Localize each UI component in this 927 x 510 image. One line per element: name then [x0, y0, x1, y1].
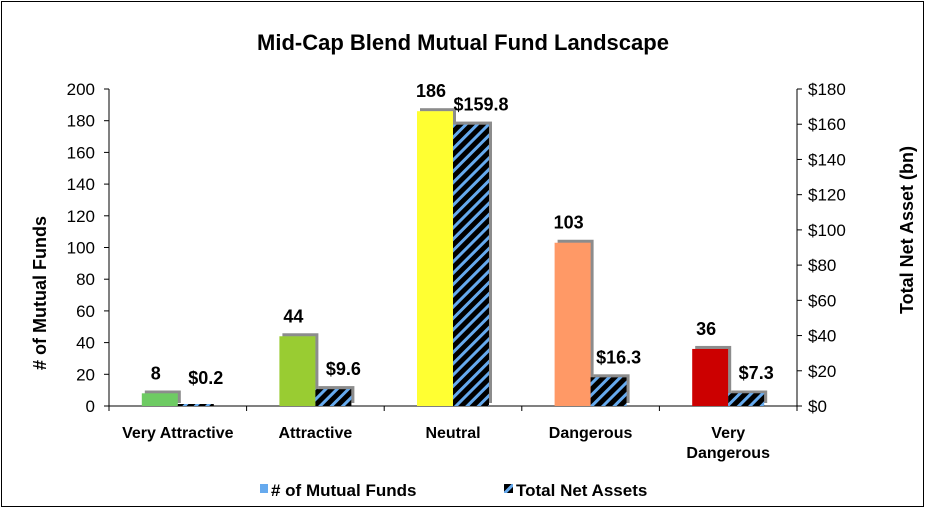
category-label: Very — [711, 425, 745, 442]
right-tick-label: $160 — [808, 115, 846, 134]
category-label: Very Attractive — [122, 425, 234, 442]
left-tick-label: 160 — [67, 143, 95, 162]
left-tick-label: 20 — [76, 365, 95, 384]
bar-total-net-assets — [590, 377, 627, 406]
right-tick-label: $140 — [808, 150, 846, 169]
data-label-mutual-funds: 103 — [554, 213, 584, 233]
category-label: Dangerous — [549, 425, 633, 442]
legend: # of Mutual Funds Total Net Assets — [260, 481, 647, 500]
bar-total-net-assets — [728, 393, 765, 406]
right-tick-label: $0 — [808, 397, 827, 416]
left-axis-title: # of Mutual Funds — [30, 216, 50, 370]
bar-mutual-funds — [141, 393, 178, 406]
right-tick-label: $60 — [808, 291, 836, 310]
data-label-total-net-assets: $0.2 — [188, 368, 223, 388]
bar-mutual-funds — [554, 242, 591, 406]
category-label: Attractive — [278, 425, 352, 442]
right-tick-label: $80 — [808, 256, 836, 275]
right-tick-label: $20 — [808, 362, 836, 381]
data-label-total-net-assets: $16.3 — [596, 347, 641, 367]
legend-swatch-total-net-assets — [504, 484, 513, 493]
left-tick-label: 180 — [67, 112, 95, 131]
bar-total-net-assets — [315, 389, 352, 406]
chart-title: Mid-Cap Blend Mutual Fund Landscape — [257, 30, 669, 55]
data-label-mutual-funds: 186 — [416, 81, 446, 101]
bar-mutual-funds — [417, 111, 453, 406]
bar-total-net-assets — [453, 124, 489, 406]
bar-mutual-funds — [279, 336, 316, 406]
right-tick-label: $40 — [808, 327, 836, 346]
category-label: Neutral — [425, 425, 480, 442]
legend-label-total-net-assets: Total Net Assets — [516, 481, 647, 500]
right-axis-title: Total Net Asset (bn) — [897, 146, 917, 314]
left-tick-label: 120 — [67, 207, 95, 226]
data-label-total-net-assets: $159.8 — [453, 95, 508, 115]
right-tick-label: $100 — [808, 221, 846, 240]
left-tick-label: 200 — [67, 80, 95, 99]
left-tick-label: 0 — [86, 397, 95, 416]
bar-mutual-funds — [692, 348, 729, 406]
legend-swatch-mutual-funds — [260, 484, 268, 493]
legend-label-mutual-funds: # of Mutual Funds — [271, 481, 416, 500]
left-tick-label: 80 — [76, 270, 95, 289]
left-tick-label: 40 — [76, 334, 95, 353]
left-tick-label: 60 — [76, 302, 95, 321]
data-label-total-net-assets: $7.3 — [739, 363, 774, 383]
data-label-total-net-assets: $9.6 — [326, 359, 361, 379]
bar-total-net-assets — [177, 404, 214, 406]
data-label-mutual-funds: 8 — [151, 363, 161, 383]
category-label: Dangerous — [686, 445, 770, 462]
plot-area: 0 20 40 60 80 100 120 140 160 180 200 $0 $20 $40 $60 $8… — [67, 80, 846, 462]
data-label-mutual-funds: 44 — [283, 306, 303, 326]
left-tick-label: 140 — [67, 175, 95, 194]
left-tick-label: 100 — [67, 239, 95, 258]
right-tick-label: $180 — [808, 80, 846, 99]
data-label-mutual-funds: 36 — [696, 319, 716, 339]
right-tick-label: $120 — [808, 186, 846, 205]
